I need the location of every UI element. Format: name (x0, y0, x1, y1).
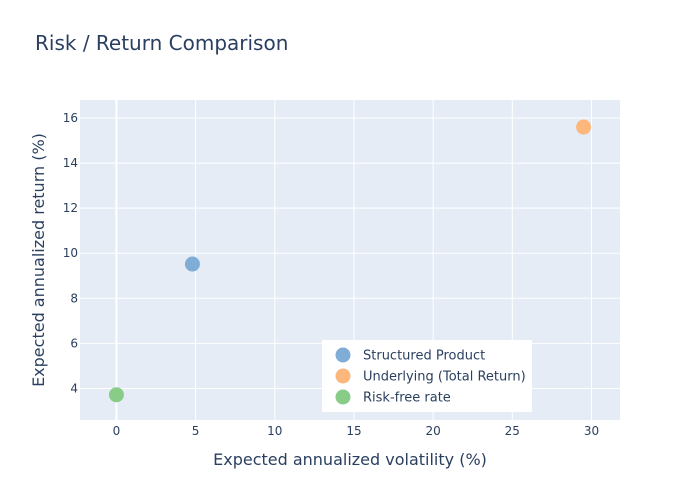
point-risk-free-rate[interactable] (108, 387, 124, 403)
y-tick-label: 6 (70, 336, 78, 350)
x-tick-label: 30 (584, 424, 599, 438)
tick-labels: 0 5 10 15 20 25 30 4 6 8 10 12 14 16 (63, 111, 599, 438)
x-tick-label: 20 (425, 424, 440, 438)
legend-marker (335, 389, 351, 405)
grid (80, 100, 620, 420)
y-tick-label: 12 (63, 201, 78, 215)
point-underlying-total-return[interactable] (576, 119, 592, 135)
y-tick-label: 16 (63, 111, 78, 125)
y-tick-label: 14 (63, 156, 78, 170)
x-axis-title: Expected annualized volatility (%) (213, 450, 487, 469)
x-tick-label: 0 (113, 424, 121, 438)
legend-label: Underlying (Total Return) (363, 370, 526, 385)
legend-label: Risk-free rate (363, 391, 451, 406)
x-tick-label: 15 (346, 424, 361, 438)
x-tick-label: 25 (505, 424, 520, 438)
legend-marker (335, 347, 351, 363)
x-tick-label: 5 (192, 424, 200, 438)
chart-title: Risk / Return Comparison (35, 31, 288, 55)
y-tick-label: 8 (70, 291, 78, 305)
y-tick-label: 4 (70, 381, 78, 395)
data-points (108, 119, 592, 403)
legend-marker (335, 368, 351, 384)
legend-box (322, 340, 532, 412)
y-axis-title: Expected annualized return (%) (29, 133, 48, 387)
legend-label: Structured Product (363, 349, 485, 364)
x-tick-label: 10 (267, 424, 282, 438)
y-tick-label: 10 (63, 246, 78, 260)
legend: Structured Product Underlying (Total Retu… (322, 340, 532, 412)
point-structured-product[interactable] (184, 256, 200, 272)
